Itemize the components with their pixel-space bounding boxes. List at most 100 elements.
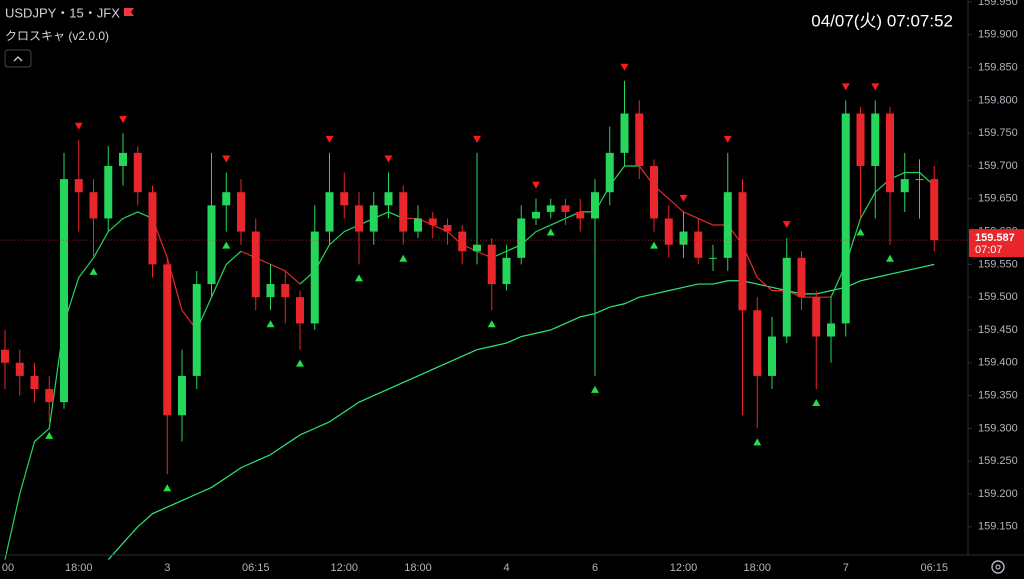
x-tick-label: 00 — [2, 562, 14, 574]
candle-body — [1, 349, 9, 363]
sell-signal — [473, 135, 481, 143]
buy-signal — [163, 484, 172, 492]
sell-signal — [384, 155, 393, 163]
candle-body — [414, 218, 422, 232]
candle-body — [30, 375, 39, 390]
candle-body — [738, 192, 747, 311]
candle-body — [192, 284, 201, 376]
candle-body — [310, 231, 319, 324]
indicator-line — [4, 211, 153, 560]
buy-signal — [546, 228, 555, 236]
sell-signal — [620, 63, 629, 71]
sell-signal — [119, 116, 127, 124]
y-tick-label: 159.650 — [978, 193, 1018, 205]
candle-body — [399, 192, 408, 232]
x-tick-label: 06:15 — [242, 562, 270, 574]
x-tick-label: 18:00 — [404, 562, 432, 574]
y-tick-label: 159.450 — [978, 324, 1018, 336]
y-tick-label: 159.150 — [978, 521, 1018, 533]
y-tick-label: 159.550 — [978, 258, 1018, 270]
candle-body — [251, 231, 260, 298]
candle-body — [148, 192, 157, 265]
candle-body — [930, 179, 939, 241]
y-tick-label: 159.300 — [978, 422, 1018, 434]
sell-signal — [679, 194, 688, 202]
collapse-button[interactable] — [4, 49, 32, 68]
candle-body — [222, 192, 231, 206]
candle-body — [458, 231, 467, 252]
sell-signal — [222, 155, 231, 163]
y-tick-label: 159.250 — [978, 455, 1018, 467]
candle-body — [369, 205, 378, 232]
candle-body — [89, 192, 98, 219]
candle-body — [15, 362, 24, 376]
sell-signal — [325, 135, 334, 143]
y-tick-label: 159.350 — [978, 389, 1018, 401]
x-tick-label: 3 — [164, 562, 170, 574]
candle-body — [296, 297, 304, 324]
candle-body — [561, 205, 570, 212]
clock: 04/07(火) 07:07:52 — [811, 11, 953, 30]
price-axis: 159.150 159.200 159.250 159.300 159.350 159.4… — [968, 0, 1018, 533]
y-tick-label: 159.900 — [978, 29, 1018, 41]
candle-body — [340, 192, 349, 206]
x-tick-label: 12:00 — [670, 562, 698, 574]
candle-body — [812, 297, 821, 337]
candle-body — [635, 113, 644, 166]
x-tick-label: 7 — [843, 562, 849, 574]
candle-body — [517, 218, 526, 258]
candle-body — [782, 257, 791, 337]
candle-body — [237, 192, 245, 232]
candle-body — [841, 113, 850, 324]
y-tick-label: 159.500 — [978, 291, 1018, 303]
symbol[interactable]: USDJPY・15・JFX — [5, 5, 120, 20]
candle-body — [694, 231, 703, 258]
indicator-line — [196, 250, 242, 331]
candle-body — [104, 165, 113, 219]
candle-body — [723, 192, 732, 258]
buy-signal — [399, 254, 408, 262]
x-tick-label: 18:00 — [65, 562, 93, 574]
countdown: 07:07 — [975, 244, 1003, 256]
plot-area — [0, 63, 968, 560]
candle-body — [915, 179, 924, 181]
candle-body — [487, 244, 496, 285]
y-tick-label: 159.800 — [978, 94, 1018, 106]
candle-body — [384, 192, 393, 206]
buy-signal — [753, 438, 762, 446]
x-tick-label: 12:00 — [330, 562, 358, 574]
y-tick-label: 159.750 — [978, 127, 1018, 139]
buy-signal — [591, 385, 599, 393]
last-price: 159.587 — [975, 232, 1015, 244]
candle-body — [532, 211, 540, 219]
buy-signal — [650, 241, 658, 249]
candle-body — [74, 179, 83, 193]
buy-signal — [89, 267, 98, 275]
buy-signal — [856, 228, 865, 236]
y-tick-label: 159.200 — [978, 488, 1018, 500]
buy-signal — [222, 241, 231, 249]
indicator-name[interactable]: クロスキャ (v2.0.0) — [5, 29, 109, 43]
buy-signal — [45, 431, 54, 439]
candle-body — [871, 113, 880, 166]
flag-icon[interactable] — [124, 8, 134, 16]
candle-body — [473, 244, 481, 252]
candle-body — [163, 264, 172, 416]
settings-button[interactable] — [991, 560, 1005, 574]
y-tick-label: 159.400 — [978, 357, 1018, 369]
sell-signal — [723, 135, 732, 143]
candle-body — [178, 375, 186, 416]
candle-body — [650, 165, 658, 219]
candle-body — [886, 113, 894, 193]
candle-body — [664, 218, 673, 245]
sell-signal — [782, 221, 791, 229]
candle-body — [428, 218, 437, 226]
candle-body — [797, 257, 806, 298]
x-tick-label: 6 — [592, 562, 598, 574]
candle-body — [45, 389, 54, 403]
candle-body — [900, 179, 909, 193]
indicator-line — [151, 218, 198, 331]
candle-body — [591, 192, 599, 219]
